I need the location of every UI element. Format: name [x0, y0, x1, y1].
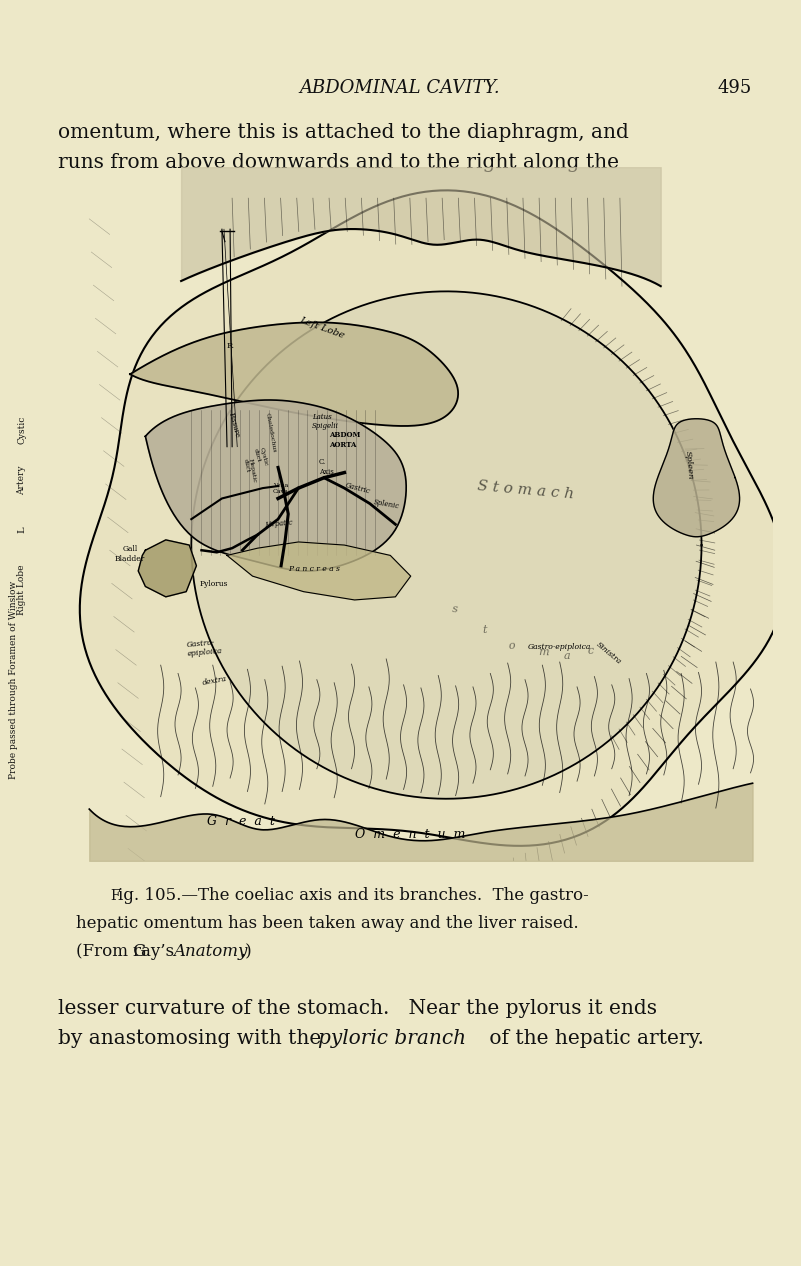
Text: a: a: [564, 651, 570, 661]
Text: of the hepatic artery.: of the hepatic artery.: [483, 1028, 704, 1047]
Text: m: m: [538, 647, 549, 658]
Text: O  m  e  n  t  u  m: O m e n t u m: [355, 828, 465, 841]
Text: L: L: [18, 527, 26, 533]
Text: Spleen: Spleen: [684, 449, 694, 480]
Text: S t o m a c h: S t o m a c h: [477, 479, 575, 501]
Polygon shape: [139, 539, 196, 596]
Text: Probe passed through Foramen of Winslow: Probe passed through Foramen of Winslow: [10, 581, 18, 779]
Text: hepatic omentum has been taken away and the liver raised.: hepatic omentum has been taken away and …: [76, 915, 578, 933]
Text: Gall
Bladder: Gall Bladder: [115, 546, 145, 562]
Text: F: F: [110, 889, 119, 903]
Text: Vena
Cava: Vena Cava: [273, 484, 288, 494]
Text: Gastro-
epiploica: Gastro- epiploica: [186, 638, 223, 658]
Text: Choledochus: Choledochus: [265, 413, 276, 453]
Text: Cystic: Cystic: [18, 415, 26, 444]
Text: Pylorus: Pylorus: [199, 581, 228, 589]
Polygon shape: [130, 323, 458, 425]
Text: .): .): [240, 943, 252, 961]
Polygon shape: [227, 542, 411, 600]
Text: Splenic: Splenic: [373, 499, 400, 510]
Text: Hepatic: Hepatic: [265, 519, 293, 529]
Text: ray’s: ray’s: [133, 943, 179, 961]
Polygon shape: [191, 291, 702, 799]
Text: G  r  e  a  t: G r e a t: [207, 814, 275, 828]
Text: Gastro·epiploica: Gastro·epiploica: [528, 643, 591, 651]
Polygon shape: [80, 190, 785, 846]
Text: s: s: [452, 604, 458, 614]
Polygon shape: [654, 419, 739, 537]
Text: C.
Axis: C. Axis: [319, 458, 333, 476]
Text: o: o: [508, 641, 515, 651]
Text: Artery: Artery: [18, 465, 26, 495]
Text: by anastomosing with the: by anastomosing with the: [58, 1028, 328, 1047]
Polygon shape: [146, 400, 406, 571]
Text: (From G: (From G: [76, 943, 147, 961]
Text: Gastric: Gastric: [344, 481, 372, 495]
Text: 495: 495: [718, 78, 752, 97]
Text: pyloric branch: pyloric branch: [318, 1028, 466, 1047]
Text: Anatomy: Anatomy: [173, 943, 248, 961]
Text: dextra: dextra: [202, 675, 227, 687]
Text: ig. 105.—The coeliac axis and its branches.  The gastro-: ig. 105.—The coeliac axis and its branch…: [118, 887, 589, 904]
Text: Sinistra: Sinistra: [594, 641, 622, 666]
Text: omentum, where this is attached to the diaphragm, and: omentum, where this is attached to the d…: [58, 124, 629, 143]
Text: t: t: [482, 625, 487, 636]
Text: runs from above downwards and to the right along the: runs from above downwards and to the rig…: [58, 153, 619, 172]
Text: Right Lobe: Right Lobe: [18, 565, 26, 615]
Text: P a n c r e a s: P a n c r e a s: [288, 565, 340, 573]
Text: Fissure: Fissure: [227, 411, 241, 438]
Text: c: c: [587, 646, 594, 656]
Text: R: R: [227, 342, 233, 351]
Text: ABDOM
AORTA: ABDOM AORTA: [329, 432, 360, 448]
Text: Hepatic
duct: Hepatic duct: [243, 458, 257, 484]
Text: lesser curvature of the stomach.   Near the pylorus it ends: lesser curvature of the stomach. Near th…: [58, 999, 657, 1018]
Text: ABDOMINAL CAVITY.: ABDOMINAL CAVITY.: [300, 78, 501, 97]
Text: Cystic
duct: Cystic duct: [252, 447, 268, 468]
Text: Latus
Spigelii: Latus Spigelii: [312, 413, 339, 430]
Text: Left Lobe: Left Lobe: [299, 315, 346, 341]
